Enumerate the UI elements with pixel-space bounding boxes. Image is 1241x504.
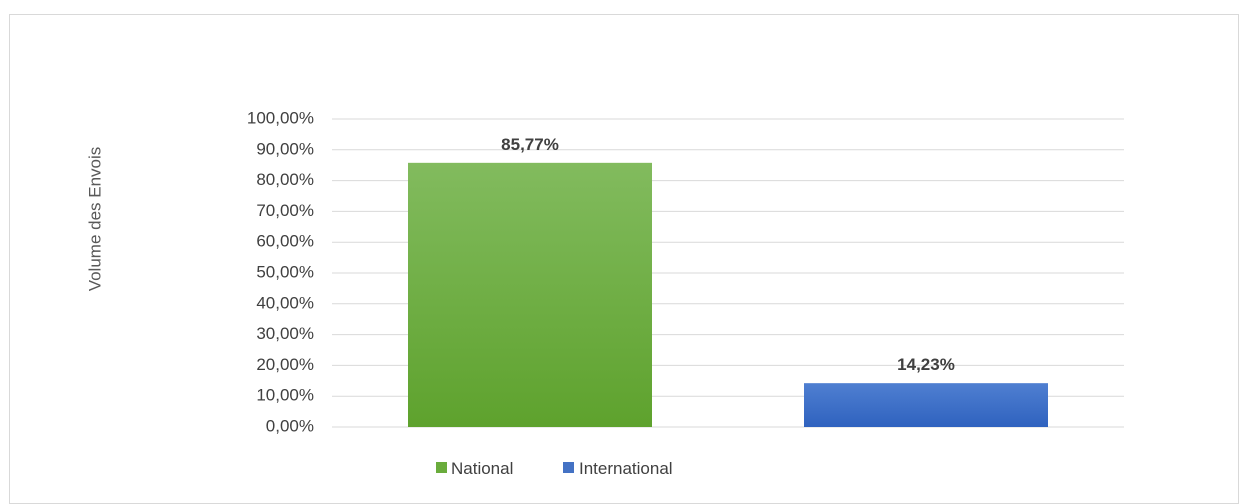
- legend-swatch-international: [563, 462, 574, 473]
- y-tick-label: 0,00%: [266, 416, 314, 435]
- data-label-national: 85,77%: [501, 135, 559, 154]
- bar-national: [408, 163, 652, 427]
- y-tick-label: 20,00%: [256, 355, 314, 374]
- legend-label-international: International: [579, 459, 673, 478]
- legend-swatch-national: [436, 462, 447, 473]
- y-tick-label: 50,00%: [256, 262, 314, 281]
- y-tick-label: 90,00%: [256, 139, 314, 158]
- legend-label-national: National: [451, 459, 513, 478]
- bar-international: [804, 383, 1048, 427]
- y-tick-label: 10,00%: [256, 386, 314, 405]
- y-tick-label: 70,00%: [256, 201, 314, 220]
- y-tick-label: 40,00%: [256, 293, 314, 312]
- data-label-international: 14,23%: [897, 355, 955, 374]
- y-axis-title: Volume des Envois: [85, 147, 104, 292]
- y-tick-label: 60,00%: [256, 232, 314, 251]
- y-tick-label: 80,00%: [256, 170, 314, 189]
- bars: [408, 163, 1048, 427]
- legend: National International: [436, 459, 673, 478]
- y-axis-tick-labels: 0,00% 10,00% 20,00% 30,00% 40,00% 50,00% 60,00…: [247, 108, 314, 435]
- y-tick-label: 30,00%: [256, 324, 314, 343]
- y-tick-label: 100,00%: [247, 108, 314, 127]
